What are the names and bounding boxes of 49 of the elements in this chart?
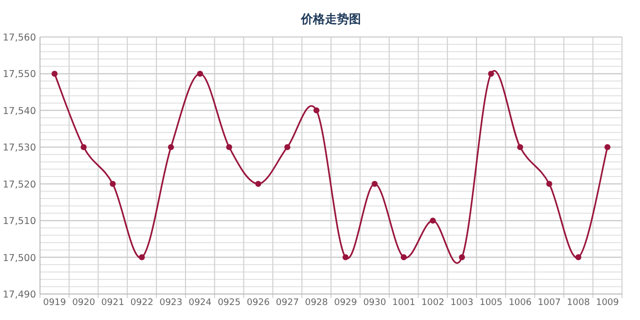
point — [80, 144, 87, 150]
y-tick-label: 17,520 — [2, 179, 36, 190]
point — [372, 180, 378, 187]
x-tick-label: 1007 — [538, 298, 561, 308]
y-tick-label: 17,560 — [2, 32, 36, 44]
point — [458, 254, 465, 260]
x-tick-label: 0930 — [363, 298, 386, 308]
x-tick-label: 0921 — [101, 298, 124, 308]
y-tick-label: 17,530 — [2, 142, 36, 154]
point — [313, 107, 320, 114]
point — [168, 144, 174, 150]
x-tick-label: 0925 — [218, 298, 241, 308]
point — [52, 70, 58, 77]
point — [138, 254, 145, 260]
y-tick-label: 17,500 — [2, 252, 36, 264]
x-tick-label: 0923 — [159, 298, 182, 308]
x-tick-label: 1009 — [596, 298, 620, 308]
x-tick-label: 0928 — [304, 298, 328, 308]
x-tick-label: 0919 — [43, 298, 66, 308]
point — [430, 218, 436, 224]
chart-title: 价格走势图 — [300, 12, 361, 26]
point — [546, 180, 552, 187]
point — [604, 144, 610, 150]
x-tick-label: 0920 — [72, 298, 96, 308]
x-tick-label: 1006 — [508, 298, 532, 308]
point — [110, 180, 116, 187]
point — [517, 144, 524, 150]
point — [284, 144, 290, 150]
point — [575, 254, 582, 260]
x-tick-label: 0924 — [188, 298, 212, 308]
x-tick-label: 1003 — [450, 298, 474, 308]
y-tick-label: 17,540 — [2, 106, 36, 117]
point — [255, 180, 262, 187]
point — [226, 144, 232, 150]
x-tick-label: 1005 — [480, 298, 503, 308]
x-tick-label: 0922 — [130, 298, 154, 308]
x-tick-label: 0929 — [334, 298, 358, 308]
x-tick-label: 0926 — [246, 298, 270, 308]
y-tick-label: 17,550 — [2, 69, 36, 80]
x-tick-label: 0927 — [276, 298, 299, 308]
point — [400, 254, 407, 260]
point — [342, 254, 349, 260]
y-tick-label: 17,510 — [2, 216, 36, 228]
x-tick-label: 1002 — [421, 298, 444, 308]
point — [197, 70, 204, 77]
x-tick-label: 1008 — [566, 298, 590, 308]
x-tick-label: 1001 — [392, 298, 416, 308]
point — [488, 70, 494, 77]
y-tick-label: 17,490 — [2, 290, 36, 300]
